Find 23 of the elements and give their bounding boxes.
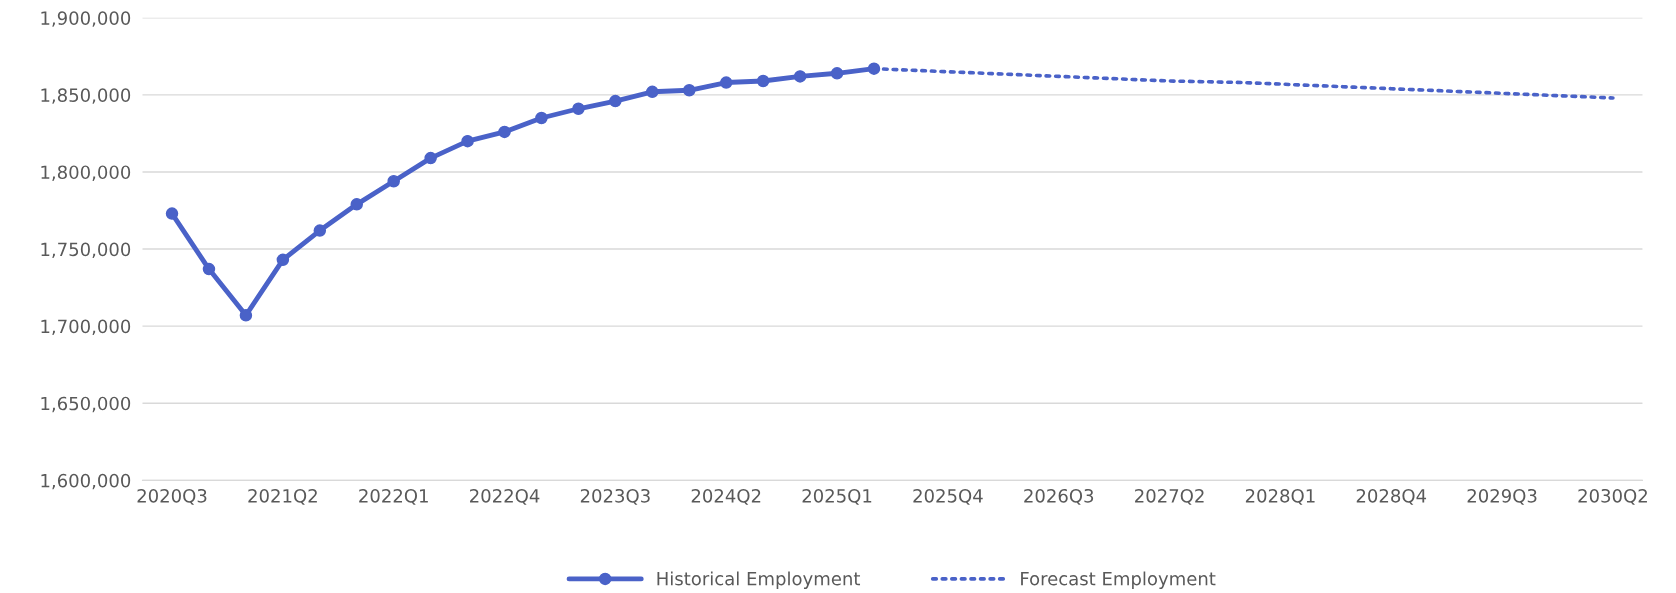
y-tick-label: 1,850,000 (41, 88, 131, 104)
y-tick-label: 1,900,000 (41, 11, 131, 27)
x-tick-label: 2024Q2 (691, 488, 761, 505)
x-tick-label: 2022Q4 (470, 488, 540, 505)
y-tick-label: 1,700,000 (41, 319, 131, 336)
legend-label: Forecast Employment (1021, 571, 1216, 589)
x-tick-label: 2022Q1 (359, 488, 428, 505)
x-tick-label: 2029Q3 (1467, 488, 1537, 505)
x-tick-label: 2026Q3 (1024, 488, 1094, 505)
x-tick-label: 2030Q2 (1578, 488, 1647, 505)
y-tick-label: 1,600,000 (41, 473, 131, 490)
x-tick-label: 2028Q4 (1356, 488, 1427, 505)
x-tick-label: 2023Q3 (580, 488, 650, 505)
y-tick-label: 1,650,000 (41, 396, 131, 413)
x-tick-label: 2020Q3 (137, 488, 207, 505)
x-tick-label: 2025Q4 (913, 488, 983, 505)
legend-label: Historical Employment (657, 571, 861, 589)
x-tick-label: 2025Q1 (802, 488, 872, 505)
x-tick-label: 2027Q2 (1135, 488, 1204, 505)
x-tick-label: 2028Q1 (1245, 488, 1315, 505)
y-tick-label: 1,800,000 (41, 165, 131, 181)
x-tick-label: 2021Q2 (248, 488, 317, 505)
y-tick-label: 1,750,000 (41, 242, 131, 259)
